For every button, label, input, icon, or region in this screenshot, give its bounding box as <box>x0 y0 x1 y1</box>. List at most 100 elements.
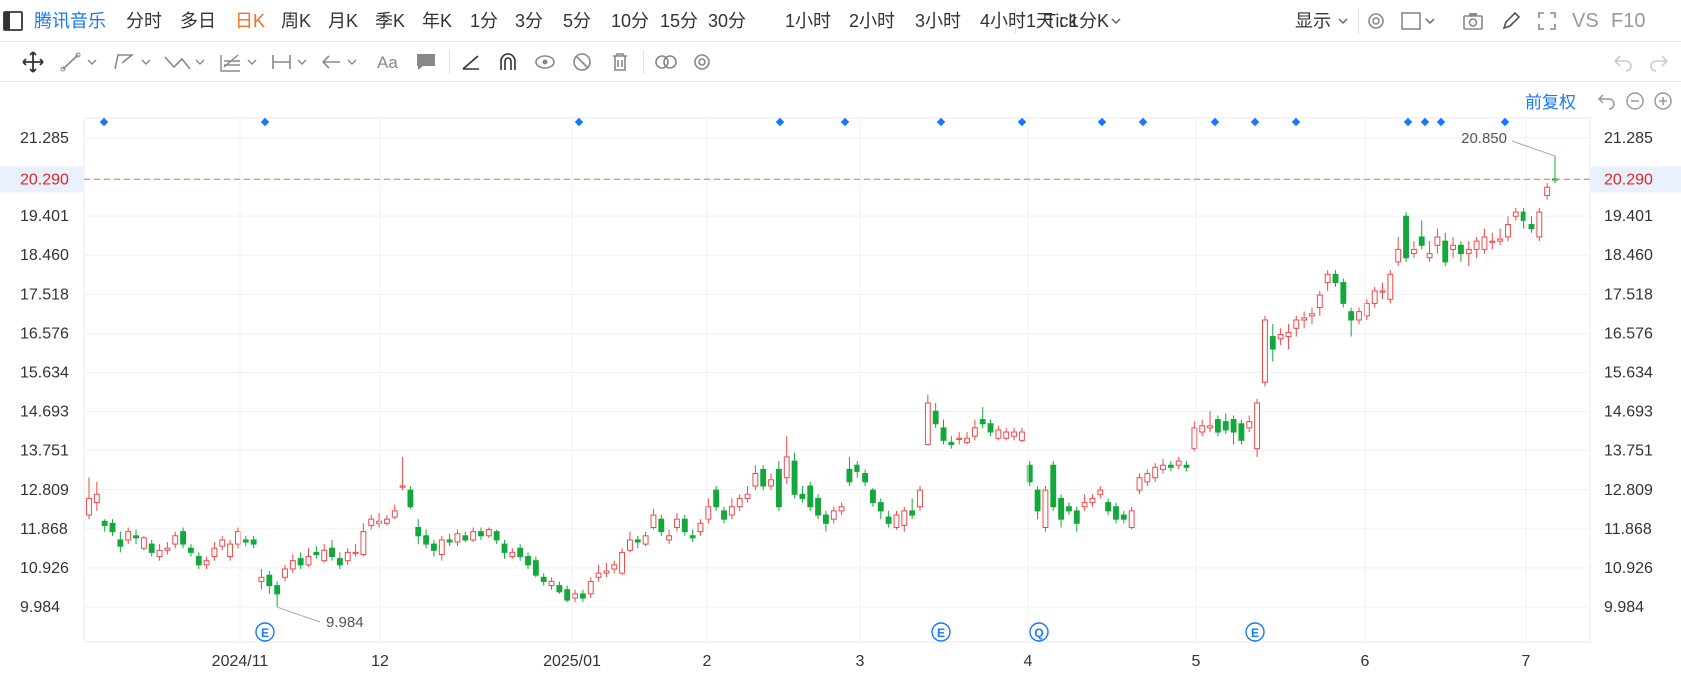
wave-tool-icon[interactable] <box>162 51 208 73</box>
candle-body <box>133 535 139 539</box>
candle-body <box>282 568 288 578</box>
candle-body <box>807 485 814 508</box>
magnet-icon[interactable] <box>497 51 519 73</box>
candle-body <box>313 551 320 555</box>
move-icon[interactable] <box>22 51 44 73</box>
settings-icon[interactable] <box>691 51 713 73</box>
period-tab[interactable]: 3小时 <box>915 11 962 31</box>
candle-body <box>783 456 790 479</box>
arrow-tool-icon[interactable] <box>320 51 362 73</box>
y-tick-label-right: 12.809 <box>1604 482 1653 499</box>
undo-icon[interactable] <box>1612 51 1634 73</box>
period-tab[interactable]: 15分 <box>660 11 699 31</box>
period-tab[interactable]: Tick <box>1045 11 1078 31</box>
candle-body <box>391 510 398 518</box>
period-tab[interactable]: 年K <box>422 11 453 31</box>
vs-compare-button[interactable]: VS <box>1572 10 1599 32</box>
hide-icon[interactable] <box>571 51 593 73</box>
period-tab[interactable]: 5分 <box>563 11 592 31</box>
zoom-out-icon[interactable] <box>1625 91 1645 111</box>
period-tab[interactable]: 月K <box>328 11 359 31</box>
candle-body <box>1410 248 1417 255</box>
period-tab[interactable]: 日K <box>235 11 266 31</box>
pencil-icon[interactable] <box>1500 10 1522 32</box>
period-tab[interactable]: 周K <box>281 11 312 31</box>
y-tick-label-right: 21.285 <box>1604 130 1653 147</box>
kline-chart[interactable]: 21.285 21.285 20.290 20.290 19.401 19.401 18.4… <box>0 82 1681 681</box>
line-tool-icon[interactable] <box>60 51 98 73</box>
f10-button[interactable]: F10 <box>1611 10 1646 32</box>
candle-body <box>556 585 563 593</box>
period-tab[interactable]: 4小时 <box>980 11 1027 31</box>
candle-body <box>1066 506 1072 512</box>
kline-chart-svg[interactable]: 21.285 21.285 20.290 20.290 19.401 19.401 18.4… <box>0 82 1681 681</box>
candle-body <box>1269 336 1276 350</box>
camera-icon[interactable] <box>1462 10 1484 32</box>
redo-icon[interactable] <box>1648 51 1670 73</box>
candle-body <box>109 522 116 533</box>
candle-body <box>681 518 688 533</box>
candle-body <box>219 539 226 547</box>
period-tab[interactable]: 分时 <box>126 11 162 31</box>
stock-name[interactable]: 腾讯音乐 <box>34 11 106 31</box>
period-tab[interactable]: 1小时 <box>785 11 832 31</box>
candle-body <box>321 549 328 562</box>
candle-body <box>1324 273 1331 284</box>
candle-body <box>854 464 861 472</box>
candle-body <box>211 547 218 558</box>
period-tab[interactable]: 3分 <box>515 11 544 31</box>
eye-icon[interactable] <box>534 51 556 73</box>
candle-body <box>274 585 281 595</box>
period-tab[interactable]: 季K <box>375 11 406 31</box>
candle-body <box>642 535 649 545</box>
fullscreen-icon[interactable] <box>1536 10 1558 32</box>
candle-body <box>148 543 155 553</box>
settings-gear-icon[interactable] <box>1365 10 1387 32</box>
angle-icon[interactable] <box>460 51 482 73</box>
candle-body <box>180 531 187 545</box>
range-tool-icon[interactable] <box>270 51 312 73</box>
candle-body <box>485 529 492 537</box>
y-tick-label-right: 17.518 <box>1604 286 1653 303</box>
y-tick-label-left: 18.460 <box>20 247 69 264</box>
candle-body <box>1183 464 1190 468</box>
chevron-down-icon[interactable] <box>1337 15 1349 27</box>
x-tick-label: 4 <box>1024 653 1033 670</box>
restore-adjust-label[interactable]: 前复权 <box>1525 93 1576 112</box>
chevron-down-icon[interactable] <box>1110 15 1122 27</box>
candle-body <box>227 543 234 558</box>
candle-body <box>1465 248 1472 255</box>
sidebar-toggle-icon[interactable] <box>3 11 23 31</box>
min-leader-line <box>276 606 321 623</box>
candle-body <box>870 489 876 504</box>
multi-period-select[interactable]: 1天 : 1分K <box>1026 11 1110 31</box>
period-tab[interactable]: 30分 <box>708 11 747 31</box>
period-tab[interactable]: 1分 <box>470 11 499 31</box>
trash-icon[interactable] <box>609 51 631 73</box>
period-tab[interactable]: 10分 <box>611 11 650 31</box>
candle-body <box>760 468 767 487</box>
y-tick-label-left: 9.984 <box>20 599 60 616</box>
candle-body <box>125 531 132 541</box>
period-tab[interactable]: 多日 <box>180 11 216 31</box>
candle-body <box>407 489 414 508</box>
zoom-in-icon[interactable] <box>1653 91 1673 111</box>
fib-tool-icon[interactable] <box>218 51 260 73</box>
text-tool-icon[interactable]: Aa <box>376 51 402 73</box>
polyline-tool-icon[interactable] <box>112 51 154 73</box>
candle-body <box>799 493 806 499</box>
candle-body <box>1105 502 1112 512</box>
link-icon[interactable] <box>653 51 679 73</box>
candle-body <box>1097 489 1104 495</box>
note-tool-icon[interactable] <box>415 51 437 73</box>
svg-text:Aa: Aa <box>377 53 398 72</box>
candle-body <box>924 402 931 445</box>
x-tick-label: 12 <box>371 653 389 670</box>
candle-body <box>352 551 359 555</box>
display-menu[interactable]: 显示 <box>1295 11 1331 31</box>
candle-body <box>1309 313 1315 317</box>
chevron-down-icon[interactable] <box>1424 15 1436 27</box>
layout-icon[interactable] <box>1400 10 1422 32</box>
period-tab[interactable]: 2小时 <box>849 11 896 31</box>
reset-icon[interactable] <box>1597 91 1617 111</box>
